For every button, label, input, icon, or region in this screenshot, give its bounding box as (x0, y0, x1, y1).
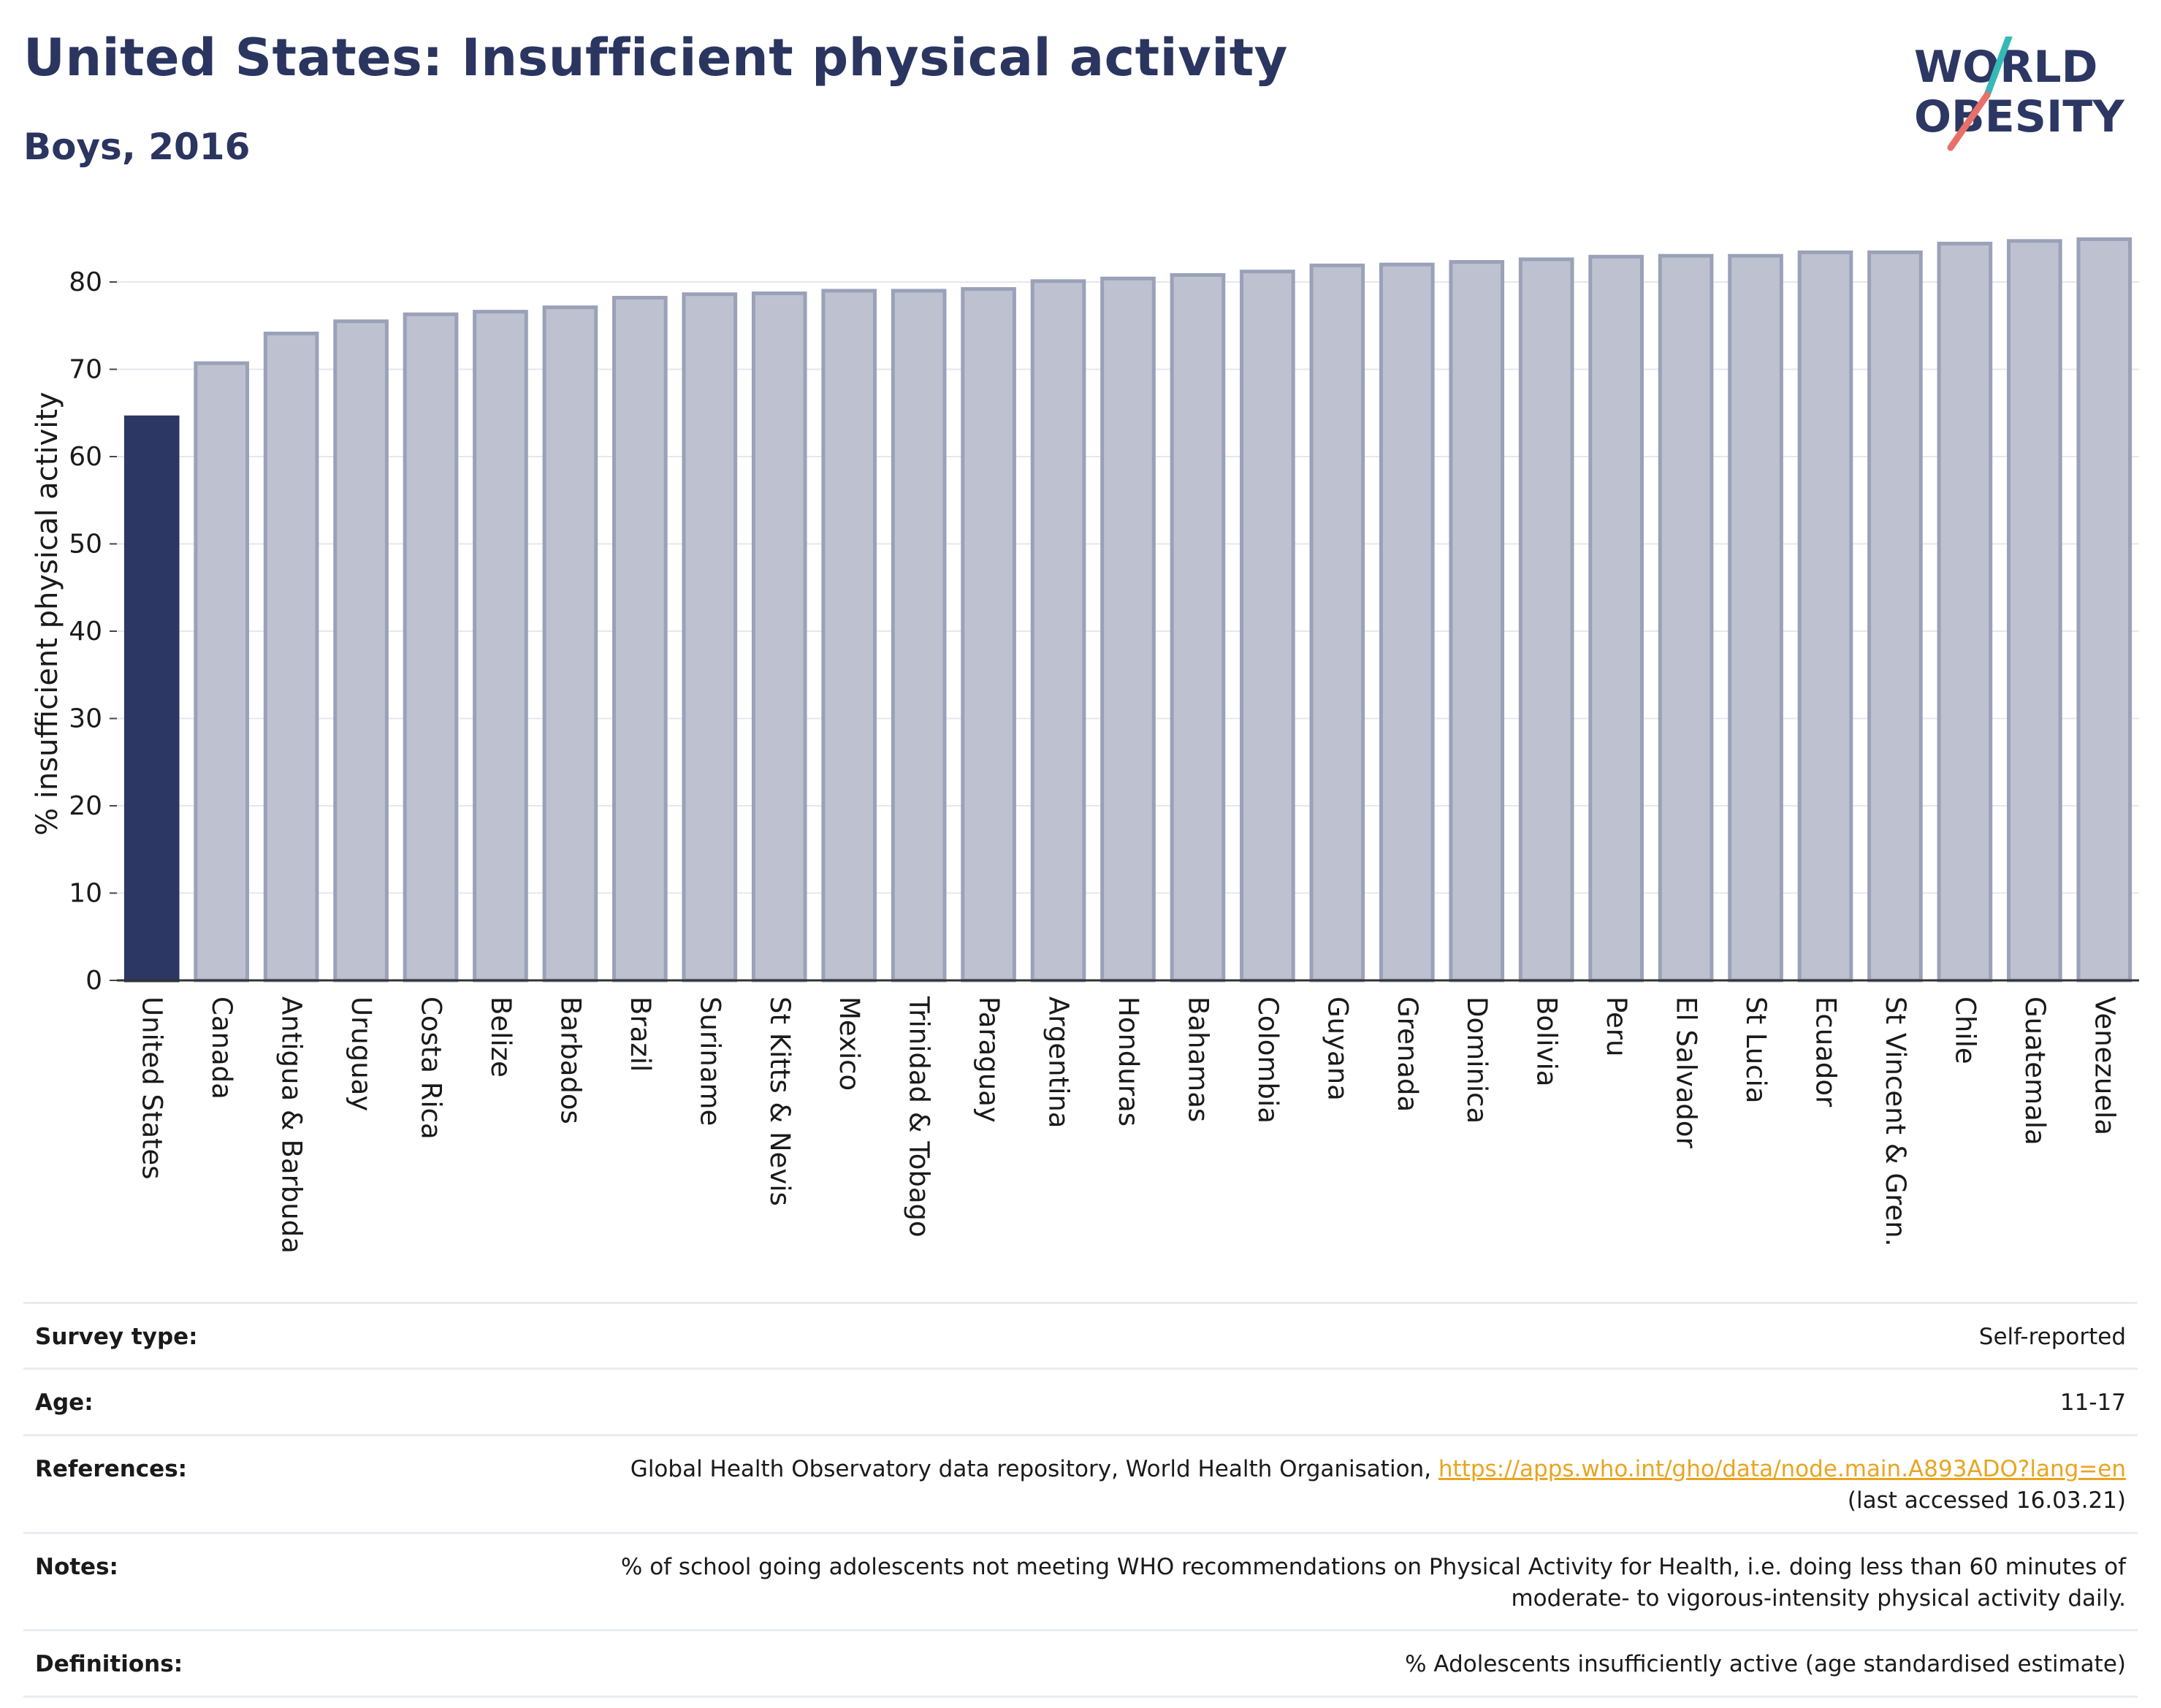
age-value: 11-17 (2059, 1389, 2126, 1417)
bar (1240, 270, 1295, 983)
bar (751, 291, 807, 983)
y-tick-label: 40 (69, 617, 102, 647)
references-value: Global Health Observatory data repositor… (630, 1454, 2126, 1517)
x-tick-label: Grenada (1392, 996, 1423, 1112)
x-tick-label: Peru (1601, 996, 1632, 1056)
notes-line1: % of school going adolescents not meetin… (620, 1553, 2126, 1580)
y-tick-label: 30 (69, 704, 102, 734)
y-tick-label: 60 (69, 442, 102, 472)
bar (1030, 279, 1086, 983)
x-tick-label: Argentina (1043, 996, 1075, 1128)
y-axis-title: % insufficient physical activity (31, 392, 64, 836)
definitions-row: Definitions: % Adolescents insufficientl… (23, 1629, 2138, 1698)
bar (2007, 239, 2062, 983)
bar (1797, 250, 1853, 983)
bar (1658, 253, 1714, 983)
bar (1728, 253, 1783, 983)
x-tick-label: Venezuela (2089, 996, 2120, 1135)
x-tick-label: Honduras (1113, 996, 1144, 1126)
x-tick-label: Barbados (554, 996, 586, 1124)
notes-value: % of school going adolescents not meetin… (621, 1552, 2126, 1615)
survey-type-row: Survey type: Self-reported (23, 1302, 2138, 1368)
bar (194, 361, 249, 983)
x-tick-label: Antigua & Barbuda (276, 996, 308, 1254)
notes-line2: moderate- to vigorous-intensity physical… (1511, 1585, 2126, 1612)
bar (1170, 272, 1226, 983)
y-tick-label: 80 (69, 267, 102, 297)
x-tick-label: Belize (485, 996, 517, 1078)
x-tick-label: St Kitts & Nevis (764, 996, 796, 1206)
x-tick-label: Bolivia (1531, 996, 1563, 1086)
bar (263, 332, 319, 983)
bar (1518, 257, 1574, 983)
bar (682, 292, 738, 983)
y-tick-label: 20 (69, 791, 102, 821)
bar (612, 296, 668, 983)
logo-line2: OBESITY (1914, 91, 2125, 142)
world-obesity-logo: WORLD OBESITY (1914, 37, 2125, 151)
x-tick-label: Ecuador (1810, 996, 1841, 1107)
x-tick-label: United States (137, 996, 168, 1180)
info-table: Survey type: Self-reported Age: 11-17 Re… (23, 1302, 2138, 1698)
y-tick-label: 70 (69, 355, 102, 385)
x-tick-label: St Vincent & Gren. (1880, 996, 1911, 1246)
survey-type-label: Survey type: (35, 1324, 198, 1350)
bar (1588, 254, 1644, 983)
notes-label: Notes: (35, 1553, 118, 1580)
survey-type-value: Self-reported (1978, 1324, 2126, 1350)
bar (891, 289, 947, 983)
bar (1379, 262, 1435, 983)
x-tick-label: Costa Rica (416, 996, 447, 1140)
bar (1100, 276, 1156, 983)
bar (1309, 263, 1365, 983)
y-tick-label: 0 (85, 966, 102, 996)
bar (333, 319, 389, 983)
x-tick-label: Uruguay (346, 996, 377, 1111)
x-tick-label: Guatemala (2019, 996, 2051, 1145)
x-tick-label: Guyana (1322, 996, 1353, 1101)
x-tick-label: Colombia (1252, 996, 1284, 1124)
x-tick-label: El Salvador (1671, 996, 1702, 1149)
age-label: Age: (35, 1389, 94, 1417)
bar (961, 287, 1016, 983)
chart-title: United States: Insufficient physical act… (23, 28, 1288, 88)
bar (2076, 237, 2133, 983)
bar (542, 305, 598, 983)
x-tick-label: Suriname (694, 996, 725, 1126)
references-row: References: Global Health Observatory da… (23, 1433, 2138, 1532)
x-tick-label: Canada (206, 996, 237, 1099)
logo-slash-teal (1983, 37, 2013, 99)
bar (403, 312, 459, 983)
x-tick-label: Trinidad & Tobago (904, 996, 935, 1238)
bar (821, 289, 877, 983)
bar-chart: 0 10 20 30 40 50 60 70 80 % insufficient physical… (31, 237, 2139, 1254)
y-tick-label: 10 (69, 879, 102, 909)
x-tick-label: Paraguay (973, 996, 1005, 1123)
definitions-label: Definitions: (35, 1651, 183, 1678)
logo-slash-red (1947, 91, 1991, 151)
x-tick-label: St Lucia (1740, 996, 1772, 1103)
definitions-value: % Adolescents insufficiently active (age… (1405, 1651, 2126, 1678)
bar (1867, 250, 1923, 983)
references-label: References: (35, 1455, 188, 1482)
y-tick-label: 50 (69, 530, 102, 560)
x-tick-label: Dominica (1461, 996, 1493, 1124)
bar (1449, 260, 1505, 983)
references-accessed: (last accessed 16.03.21) (1847, 1487, 2126, 1514)
references-text: Global Health Observatory data repositor… (630, 1455, 1432, 1482)
notes-row: Notes: % of school going adolescents not… (23, 1531, 2138, 1630)
x-tick-label: Brazil (625, 996, 656, 1072)
x-tick-label: Bahamas (1182, 996, 1213, 1122)
x-tick-label: Mexico (834, 996, 865, 1091)
chart-subtitle: Boys, 2016 (23, 126, 251, 168)
bar (473, 310, 528, 983)
bar (123, 415, 180, 983)
age-row: Age: 11-17 (23, 1368, 2138, 1433)
bar (1937, 241, 1993, 983)
references-link[interactable]: https://apps.who.int/gho/data/node.main.… (1438, 1455, 2126, 1482)
x-tick-label: Chile (1949, 996, 1981, 1064)
